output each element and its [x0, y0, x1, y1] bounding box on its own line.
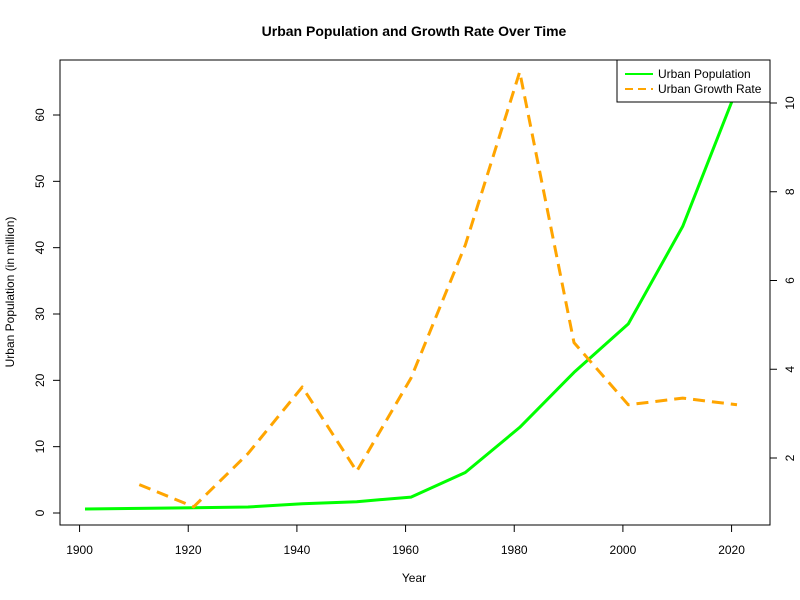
y-tick-label: 40	[33, 241, 47, 255]
y-tick-label: 30	[33, 307, 47, 321]
y2-tick-label: 10	[783, 96, 797, 110]
y2-tick-label: 6	[783, 277, 797, 284]
x-axis-label: Year	[402, 571, 426, 585]
legend-label-urban-growth-rate: Urban Growth Rate	[658, 82, 762, 96]
chart-title: Urban Population and Growth Rate Over Ti…	[262, 23, 567, 39]
y2-tick-label: 8	[783, 188, 797, 195]
y-axis-right: 2 4 6 8 10	[769, 96, 797, 461]
series-line-urban-growth-rate	[138, 70, 738, 509]
x-tick-label: 2020	[718, 543, 745, 557]
legend-label-urban-population: Urban Population	[658, 67, 751, 81]
series-layer	[84, 70, 739, 511]
x-tick-label: 1940	[284, 543, 311, 557]
x-tick-label: 1920	[175, 543, 202, 557]
x-axis: 1900 1920 1940 1960 1980 2000 2020	[66, 524, 745, 557]
plot-frame	[59, 59, 771, 526]
x-tick-label: 1980	[501, 543, 528, 557]
series-line-urban-population	[84, 87, 739, 511]
y-tick-label: 10	[33, 440, 47, 454]
y2-tick-label: 4	[783, 366, 797, 373]
y-tick-label: 60	[33, 108, 47, 122]
y-tick-label: 50	[33, 174, 47, 188]
y-tick-label: 20	[33, 373, 47, 387]
y-axis-left: 0 10 20 30 40 50 60	[33, 108, 61, 516]
y2-tick-label: 2	[783, 454, 797, 461]
y-tick-label: 0	[33, 509, 47, 516]
x-tick-label: 2000	[610, 543, 637, 557]
legend: Urban Population Urban Growth Rate	[616, 59, 771, 103]
legend-box	[616, 59, 771, 103]
x-tick-label: 1900	[66, 543, 93, 557]
y-axis-label: Urban Population (in million)	[3, 217, 17, 368]
x-tick-label: 1960	[392, 543, 419, 557]
